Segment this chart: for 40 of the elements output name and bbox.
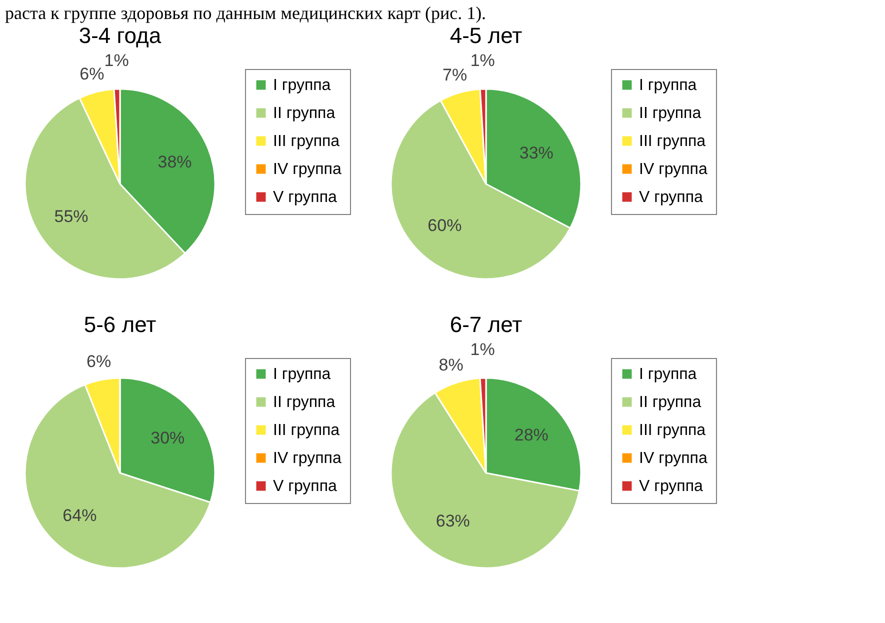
chart-title: 4-5 лет xyxy=(450,23,522,48)
legend-label: I группа xyxy=(639,366,697,383)
legend-label: II группа xyxy=(273,394,336,411)
data-label: 1% xyxy=(470,340,495,360)
legend-label: II группа xyxy=(273,105,336,122)
legend-label: III группа xyxy=(639,422,706,439)
text: раста к группе здоровья по данным медицинских карт (рис. 1). xyxy=(5,3,486,23)
legend-label: II группа xyxy=(639,105,702,122)
legend-label: V группа xyxy=(273,189,337,206)
data-label: 28% xyxy=(514,425,548,444)
data-label: 38% xyxy=(158,152,192,172)
data-label: 30% xyxy=(150,428,185,448)
legend-label: IV группа xyxy=(273,450,342,467)
data-label: 63% xyxy=(436,512,470,531)
legend-label: IV группа xyxy=(639,450,708,467)
data-label: 55% xyxy=(54,207,88,226)
legend-label: II группа xyxy=(639,394,702,411)
data-label: 60% xyxy=(428,216,462,235)
data-label: 8% xyxy=(438,356,464,375)
data-label: 1% xyxy=(104,51,129,70)
chart-title: 5-6 лет xyxy=(84,312,156,337)
data-label: 7% xyxy=(442,65,468,84)
chart-title: 3-4 года xyxy=(78,23,162,48)
legend-label: V группа xyxy=(273,478,337,495)
legend-label: III группа xyxy=(273,133,340,150)
legend-label: III группа xyxy=(273,422,340,439)
legend-label: V группа xyxy=(639,189,703,206)
legend-label: IV группа xyxy=(639,161,708,178)
data-label: 33% xyxy=(519,144,554,162)
data-label: 1% xyxy=(470,51,495,70)
chart-title: 6-7 лет xyxy=(450,312,522,338)
legend-label: III группа xyxy=(639,133,706,150)
data-label: 64% xyxy=(62,506,97,525)
data-label: 6% xyxy=(80,64,104,84)
legend-label: IV группа xyxy=(273,161,342,178)
legend-label: I группа xyxy=(273,366,331,383)
legend-label: I группа xyxy=(639,77,697,94)
data-label: 6% xyxy=(86,352,112,371)
legend-label: V группа xyxy=(639,478,703,495)
legend-label: I группа xyxy=(273,77,331,94)
